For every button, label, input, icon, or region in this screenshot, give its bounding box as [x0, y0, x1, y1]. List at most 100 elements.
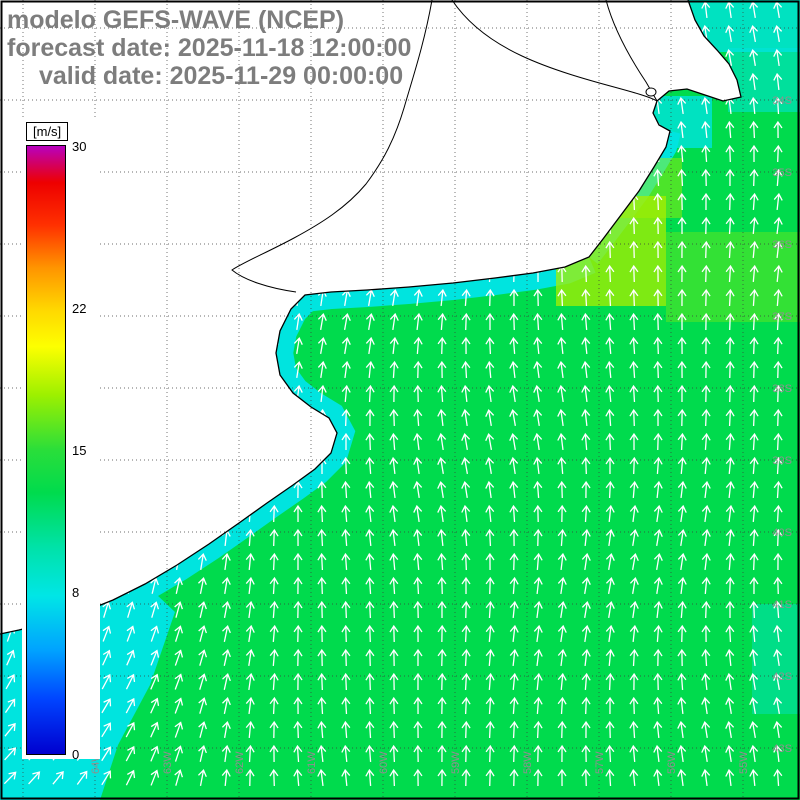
- wave-arrow-icon: [389, 216, 399, 235]
- wave-arrow-icon: [317, 192, 327, 211]
- wave-arrow-icon: [389, 600, 399, 619]
- wave-arrow-icon: [221, 240, 231, 259]
- wave-arrow-icon: [269, 384, 279, 403]
- wave-arrow-icon: [677, 768, 687, 787]
- wave-arrow-icon: [653, 384, 663, 403]
- wave-arrow-icon: [437, 264, 447, 283]
- wave-arrow-icon: [701, 96, 711, 115]
- wave-arrow-icon: [677, 528, 687, 547]
- wave-arrow-icon: [629, 96, 639, 115]
- grid-label: 34S: [772, 95, 792, 107]
- wave-arrow-icon: [437, 624, 447, 643]
- wave-arrow-icon: [125, 240, 135, 259]
- wave-arrow-icon: [413, 480, 423, 499]
- wave-arrow-icon: [5, 192, 15, 211]
- island-outline: [645, 87, 657, 97]
- wave-arrow-icon: [5, 216, 15, 235]
- wave-arrow-icon: [701, 696, 711, 715]
- wave-arrow-icon: [365, 312, 375, 330]
- wave-arrow-icon: [581, 720, 591, 739]
- wave-arrow-icon: [677, 264, 687, 283]
- wave-arrow-icon: [293, 432, 303, 451]
- wave-arrow-icon: [701, 408, 711, 427]
- wave-arrow-icon: [725, 552, 735, 571]
- wave-arrow-icon: [221, 480, 231, 499]
- wave-arrow-icon: [365, 432, 375, 451]
- wave-arrow-icon: [773, 288, 783, 307]
- wave-arrow-icon: [149, 336, 159, 355]
- wave-arrow-icon: [773, 600, 783, 619]
- wave-arrow-icon: [725, 264, 735, 283]
- wave-arrow-icon: [293, 312, 303, 331]
- wave-arrow-icon: [293, 408, 303, 427]
- wave-arrow-icon: [6, 601, 15, 618]
- wave-arrow-icon: [485, 168, 495, 187]
- wave-arrow-icon: [557, 696, 567, 715]
- wave-arrow-icon: [773, 120, 783, 139]
- wave-arrow-icon: [317, 768, 327, 787]
- wave-arrow-icon: [389, 384, 399, 403]
- wave-arrow-icon: [485, 48, 495, 67]
- wave-arrow-icon: [197, 432, 207, 451]
- wave-arrow-icon: [725, 672, 735, 691]
- wave-arrow-icon: [437, 360, 447, 379]
- wave-arrow-icon: [533, 312, 543, 331]
- wave-arrow-icon: [461, 360, 471, 379]
- wave-arrow-icon: [629, 72, 639, 91]
- wave-arrow-icon: [509, 480, 519, 499]
- wave-arrow-icon: [101, 504, 111, 523]
- grid-label: 42S: [772, 671, 792, 683]
- wave-arrow-icon: [653, 432, 663, 451]
- wave-arrow-icon: [221, 432, 231, 451]
- wave-arrow-icon: [509, 312, 519, 331]
- wave-arrow-icon: [341, 480, 351, 499]
- wave-arrow-icon: [197, 360, 207, 379]
- wave-arrow-icon: [174, 673, 184, 690]
- wave-arrow-icon: [293, 552, 303, 571]
- wave-arrow-icon: [533, 552, 543, 571]
- wave-arrow-icon: [53, 96, 63, 115]
- wave-arrow-icon: [461, 0, 471, 19]
- wave-arrow-icon: [389, 648, 399, 667]
- wave-arrow-icon: [677, 504, 687, 523]
- wave-arrow-icon: [533, 216, 543, 235]
- wave-arrow-icon: [749, 48, 759, 66]
- wave-arrow-icon: [653, 264, 663, 283]
- wave-arrow-icon: [101, 698, 112, 714]
- wave-arrow-icon: [509, 216, 519, 235]
- wave-arrow-icon: [677, 696, 687, 715]
- wave-arrow-icon: [341, 384, 351, 403]
- wave-arrow-icon: [269, 264, 279, 283]
- wave-arrow-icon: [533, 192, 543, 211]
- colorbar: [m/s] 30 22 15 8 0: [22, 120, 100, 762]
- wave-arrow-icon: [509, 24, 519, 43]
- wave-arrow-icon: [581, 312, 591, 331]
- wave-arrow-icon: [197, 552, 207, 571]
- wave-arrow-icon: [174, 601, 183, 618]
- wave-arrow-icon: [317, 312, 327, 330]
- wave-arrow-icon: [581, 696, 591, 715]
- wave-arrow-icon: [149, 120, 159, 139]
- wave-arrow-icon: [629, 312, 639, 331]
- wave-arrow-icon: [773, 528, 783, 547]
- wave-arrow-icon: [413, 672, 423, 691]
- wave-arrow-icon: [126, 649, 136, 666]
- wave-arrow-icon: [533, 504, 543, 523]
- wave-arrow-icon: [749, 312, 759, 331]
- wave-arrow-icon: [341, 576, 351, 595]
- wave-arrow-icon: [725, 432, 735, 451]
- wave-arrow-icon: [293, 168, 303, 187]
- wave-arrow-icon: [293, 120, 303, 139]
- grid-label: 56W: [666, 751, 678, 774]
- wave-arrow-icon: [173, 384, 183, 403]
- wave-arrow-icon: [149, 504, 159, 523]
- wave-arrow-icon: [437, 144, 447, 163]
- wave-arrow-icon: [365, 96, 375, 115]
- wave-arrow-icon: [509, 720, 519, 739]
- wave-arrow-icon: [341, 696, 351, 715]
- wave-arrow-icon: [389, 240, 399, 259]
- wave-arrow-icon: [701, 360, 711, 379]
- wave-arrow-icon: [341, 360, 351, 379]
- wave-arrow-icon: [701, 432, 711, 451]
- wave-arrow-icon: [773, 360, 783, 379]
